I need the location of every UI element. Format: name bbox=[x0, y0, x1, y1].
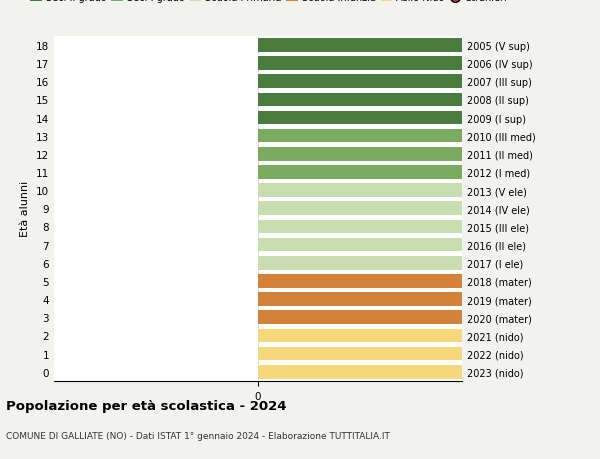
Bar bbox=[258, 257, 600, 270]
Bar bbox=[258, 274, 600, 288]
Legend: Sec. II grado, Sec. I grado, Scuola Primaria, Scuola Infanzia, Asilo Nido, Stran: Sec. II grado, Sec. I grado, Scuola Prim… bbox=[31, 0, 507, 3]
Bar bbox=[258, 112, 600, 125]
Bar bbox=[258, 238, 600, 252]
Bar bbox=[258, 75, 600, 89]
Bar bbox=[258, 184, 600, 197]
Text: Popolazione per età scolastica - 2024: Popolazione per età scolastica - 2024 bbox=[6, 399, 287, 412]
Bar bbox=[258, 347, 600, 361]
Bar bbox=[258, 293, 600, 306]
Bar bbox=[258, 166, 600, 179]
Bar bbox=[258, 220, 600, 234]
Bar bbox=[258, 148, 600, 161]
Bar bbox=[258, 39, 600, 53]
Bar bbox=[258, 329, 600, 342]
Bar bbox=[258, 202, 600, 216]
Bar bbox=[258, 129, 600, 143]
Bar bbox=[258, 365, 600, 379]
Bar bbox=[258, 57, 600, 71]
Y-axis label: Età alunni: Età alunni bbox=[20, 181, 31, 237]
Bar bbox=[258, 311, 600, 325]
Text: COMUNE DI GALLIATE (NO) - Dati ISTAT 1° gennaio 2024 - Elaborazione TUTTITALIA.I: COMUNE DI GALLIATE (NO) - Dati ISTAT 1° … bbox=[6, 431, 390, 441]
Bar bbox=[258, 93, 600, 107]
